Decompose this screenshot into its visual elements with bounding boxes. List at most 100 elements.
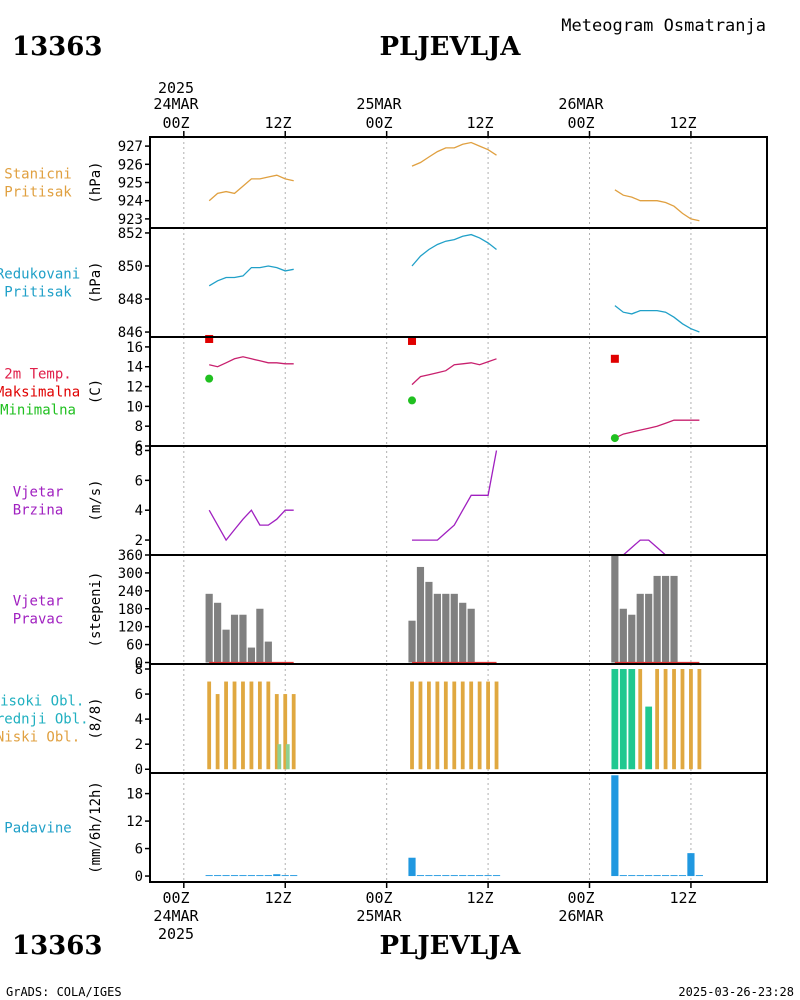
panel-vjetar_brzina: 2 4 6 8 (m/s) Vjetar Brzina: [13, 443, 768, 556]
bar: [450, 593, 458, 663]
panels: 923924925926927(hPa)StanicniPritisak8468…: [0, 131, 768, 888]
bottom-tick-label: 12Z: [669, 889, 696, 907]
bar: [670, 875, 678, 877]
bar: [239, 875, 247, 877]
y-tick-label: 360: [118, 548, 143, 564]
panel-label: 2m Temp.: [4, 367, 71, 383]
top-tick-label: 00Z: [365, 114, 392, 132]
y-axis-label: (m/s): [88, 479, 104, 521]
bar: [433, 593, 441, 663]
bar: [416, 875, 425, 877]
y-tick-label: 18: [126, 787, 143, 803]
min-temp-marker: [610, 434, 619, 443]
max-temp-marker: [610, 354, 619, 363]
y-tick-label: 846: [118, 325, 143, 341]
y-tick-label: 10: [126, 399, 143, 415]
bar: [469, 681, 474, 770]
bar: [467, 875, 475, 877]
bar: [628, 614, 636, 663]
bar: [611, 669, 619, 770]
panel-label: Brzina: [13, 503, 64, 519]
panel-label: Pritisak: [4, 285, 72, 301]
bar: [281, 875, 289, 877]
y-tick-label: 120: [118, 620, 143, 636]
y-tick-label: 4: [135, 503, 143, 519]
y-tick-label: 300: [118, 566, 143, 582]
min-temp-marker: [205, 374, 214, 383]
series-line: [412, 450, 498, 541]
station-id-top: 13363: [12, 32, 102, 62]
bar: [408, 620, 416, 663]
bar: [256, 608, 264, 663]
panel-label: Stanicni: [4, 167, 71, 183]
y-tick-label: 924: [118, 194, 143, 210]
series-line: [208, 509, 294, 542]
bar: [678, 875, 687, 877]
top-time-axis: 2025 24MAR 25MAR 26MAR 00Z 12Z 00Z 12Z 0…: [153, 79, 696, 132]
series-line: [208, 174, 294, 202]
bar: [285, 744, 290, 770]
bar: [241, 681, 245, 770]
y-tick-label: 8: [135, 662, 143, 678]
bar: [416, 566, 425, 663]
panel-vjetar_pravac: 0 60 120 180 240 300 360 (stepeni) Vjetar Pravac: [13, 548, 768, 672]
bottom-year-label: 2025: [158, 925, 194, 943]
bar: [291, 694, 296, 770]
y-tick-label: 180: [118, 602, 143, 618]
top-tick-label: 12Z: [669, 114, 696, 132]
footer-timestamp: 2025-03-26-23:28: [678, 985, 794, 999]
bottom-tick-label: 00Z: [365, 889, 392, 907]
y-tick-label: 925: [118, 176, 143, 192]
bar: [619, 669, 627, 770]
bar: [670, 575, 678, 663]
bar: [247, 647, 256, 663]
y-tick-label: 923: [118, 212, 143, 228]
y-tick-label: 16: [126, 340, 143, 356]
bar: [653, 575, 661, 663]
panel-frame: [149, 136, 768, 229]
y-axis-label: (C): [88, 379, 104, 404]
bar: [636, 875, 644, 877]
bar: [687, 853, 695, 877]
series-line: [614, 539, 700, 556]
bar: [442, 875, 450, 877]
bar: [459, 602, 467, 663]
bottom-tick-label: 12Z: [264, 889, 291, 907]
bar: [653, 875, 661, 877]
panel-oblacnost: 0 2 4 6 8 (8/8)Visoki Obl. Srednji Obl. Niski O…: [0, 662, 768, 778]
bar: [283, 694, 288, 770]
series-line: [614, 189, 700, 222]
y-tick-label: 60: [126, 638, 143, 654]
bar: [222, 629, 230, 663]
bar: [460, 681, 465, 770]
panel-label: Srednji Obl.: [0, 712, 89, 728]
bar: [492, 875, 501, 877]
y-tick-label: 6: [135, 687, 143, 703]
bar: [215, 694, 220, 770]
y-axis-label: (stepeni): [88, 572, 104, 648]
y-tick-label: 240: [118, 584, 143, 600]
y-tick-label: 12: [126, 380, 143, 396]
bottom-day-label: 25MAR: [356, 907, 402, 925]
series-line: [411, 141, 497, 167]
bar: [249, 681, 254, 770]
bar: [410, 681, 414, 770]
station-name-top: PLJEVLJA: [380, 32, 522, 62]
bar: [697, 669, 702, 770]
panel-temperatura: 6 8 10 12 14 16 (C) 2m Temp. Maksimalna Minimalna: [0, 334, 768, 455]
y-axis-label: (hPa): [88, 161, 104, 203]
panel-label: Maksimalna: [0, 385, 80, 401]
y-axis-label: (hPa): [88, 261, 104, 303]
y-tick-label: 12: [126, 814, 143, 830]
panel-label: Niski Obl.: [0, 730, 80, 746]
panel-label: Padavine: [4, 821, 71, 837]
bar: [435, 681, 440, 770]
panel-label: Minimalna: [0, 403, 76, 419]
bar: [628, 875, 636, 877]
bar: [418, 681, 423, 770]
bottom-day-label: 24MAR: [153, 907, 199, 925]
bar: [222, 875, 230, 877]
bar: [663, 669, 668, 770]
panel-label: Pritisak: [4, 185, 72, 201]
